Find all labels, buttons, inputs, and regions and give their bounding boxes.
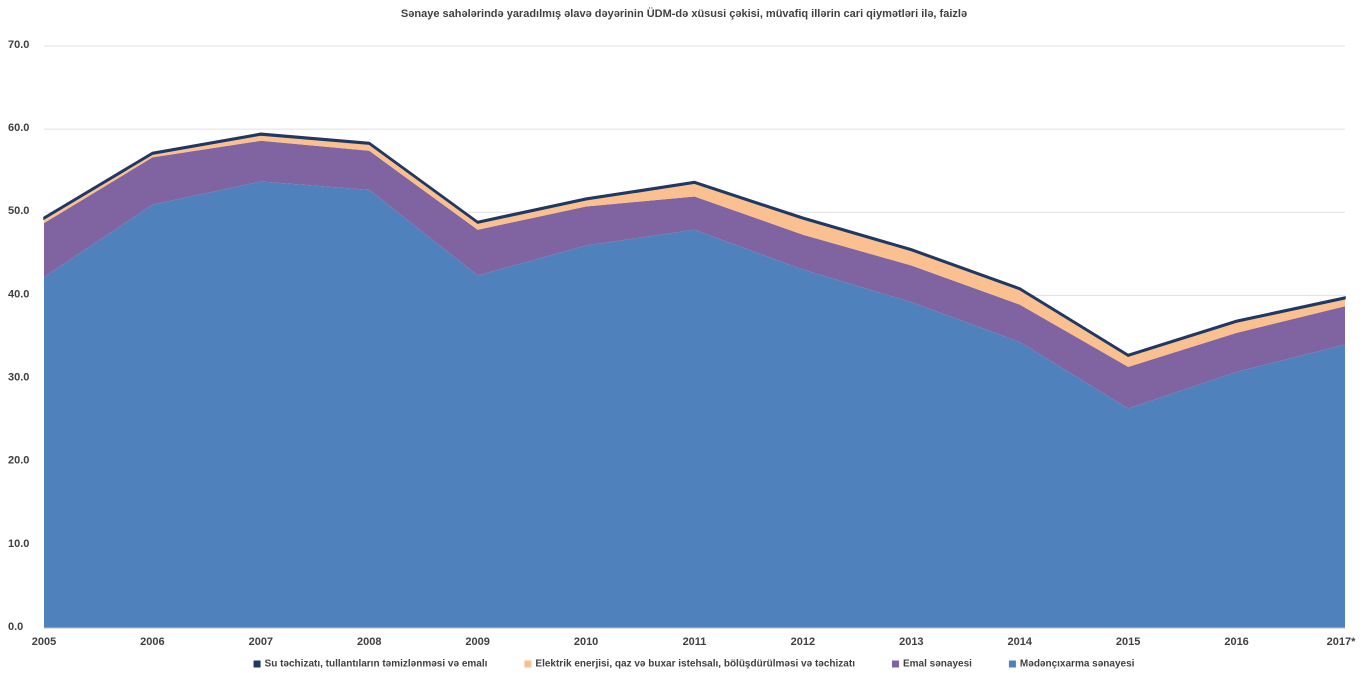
x-tick-label: 2012 — [791, 636, 815, 648]
x-tick-label: 2009 — [465, 636, 489, 648]
legend-swatch — [1008, 660, 1016, 668]
y-tick-label: 10.0 — [8, 538, 29, 550]
x-tick-label: 2015 — [1116, 636, 1140, 648]
y-tick-label: 30.0 — [8, 371, 29, 383]
y-tick-label: 70.0 — [8, 39, 29, 51]
x-tick-label: 2014 — [1008, 636, 1033, 648]
x-tick-label: 2016 — [1224, 636, 1248, 648]
chart-title: Sənaye sahələrində yaradılmış əlavə dəyə… — [401, 7, 967, 20]
legend-swatch — [253, 660, 261, 668]
x-tick-label: 2006 — [140, 636, 164, 648]
x-tick-label: 2013 — [899, 636, 923, 648]
legend-swatch — [524, 660, 532, 668]
y-tick-label: 20.0 — [8, 455, 29, 467]
area — [44, 181, 1345, 628]
x-tick-label: 2017* — [1327, 636, 1356, 648]
legend-swatch — [891, 660, 899, 668]
legend-label: Mədənçıxarma sənayesi — [1020, 659, 1135, 670]
x-tick-label: 2008 — [357, 636, 381, 648]
y-tick-label: 50.0 — [8, 205, 29, 217]
x-tick-label: 2010 — [574, 636, 598, 648]
area — [44, 140, 1345, 409]
x-tick-label: 2005 — [32, 636, 56, 648]
x-tick-label: 2007 — [249, 636, 273, 648]
legend-label: Elektrik enerjisi, qaz və buxar istehsal… — [535, 659, 855, 670]
y-tick-label: 40.0 — [8, 288, 29, 300]
x-tick-label: 2011 — [683, 636, 707, 648]
legend-label: Emal sənayesi — [903, 659, 972, 670]
y-tick-label: 60.0 — [8, 122, 29, 134]
y-tick-label: 0.0 — [8, 621, 23, 633]
legend-label: Su təchizatı, tullantıların təmizlənməsi… — [265, 659, 488, 670]
area — [43, 132, 1346, 357]
